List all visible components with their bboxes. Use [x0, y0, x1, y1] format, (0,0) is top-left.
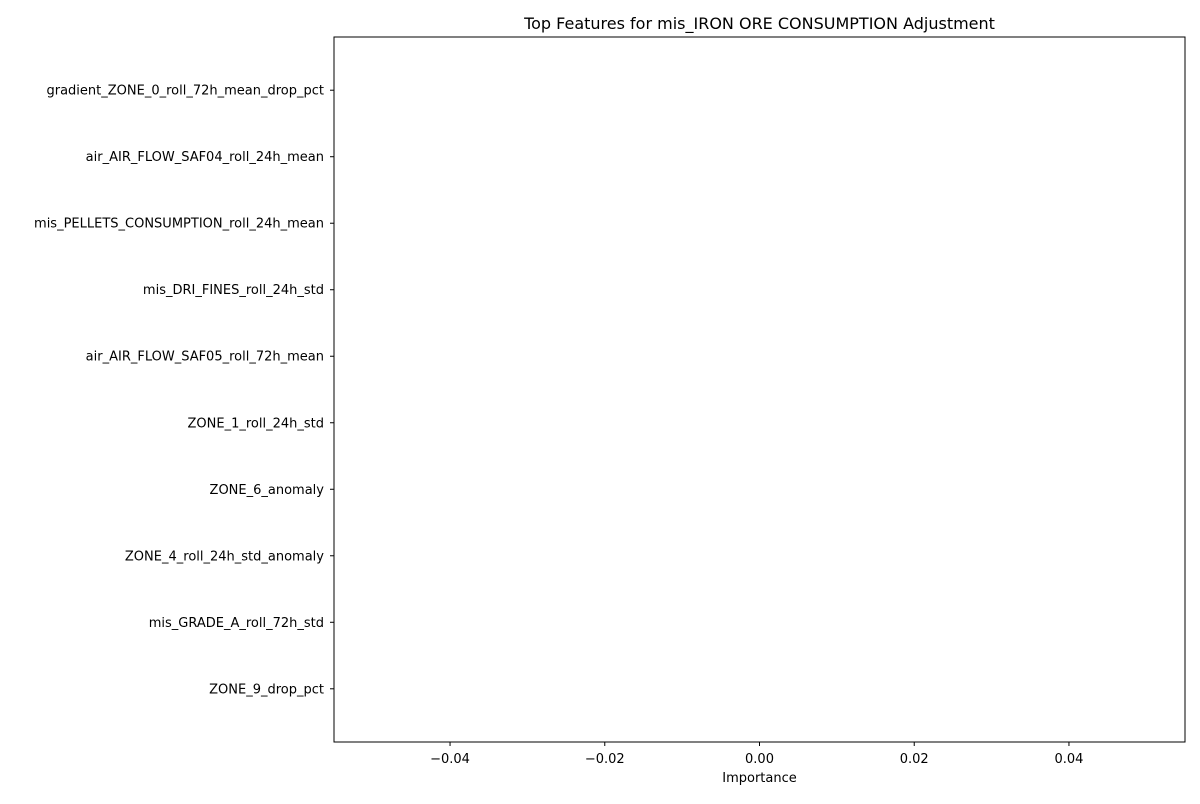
y-tick-label: gradient_ZONE_0_roll_72h_mean_drop_pct: [46, 84, 324, 99]
x-tick-label: 0.00: [745, 752, 774, 767]
x-tick-label: −0.04: [430, 752, 470, 767]
y-tick-label: ZONE_6_anomaly: [210, 483, 325, 498]
y-tick-label: air_AIR_FLOW_SAF05_roll_72h_mean: [86, 350, 324, 365]
x-tick-label: 0.04: [1054, 752, 1083, 767]
x-tick-label: 0.02: [900, 752, 929, 767]
chart-title: Top Features for mis_IRON ORE CONSUMPTIO…: [523, 14, 995, 34]
y-tick-label: ZONE_1_roll_24h_std: [188, 416, 325, 431]
y-tick-label: ZONE_4_roll_24h_std_anomaly: [125, 549, 324, 564]
x-axis: −0.04 −0.02 0.00 0.02 0.04: [430, 742, 1083, 767]
y-tick-label: ZONE_9_drop_pct: [209, 682, 324, 697]
y-tick-label: mis_GRADE_A_roll_72h_std: [149, 616, 324, 631]
y-tick-label: air_AIR_FLOW_SAF04_roll_24h_mean: [86, 150, 324, 165]
y-tick-label: mis_PELLETS_CONSUMPTION_roll_24h_mean: [34, 217, 324, 232]
y-tick-label: mis_DRI_FINES_roll_24h_std: [143, 283, 324, 298]
x-axis-label: Importance: [722, 771, 797, 786]
x-tick-label: −0.02: [585, 752, 625, 767]
y-axis: gradient_ZONE_0_roll_72h_mean_drop_pctai…: [34, 84, 334, 697]
